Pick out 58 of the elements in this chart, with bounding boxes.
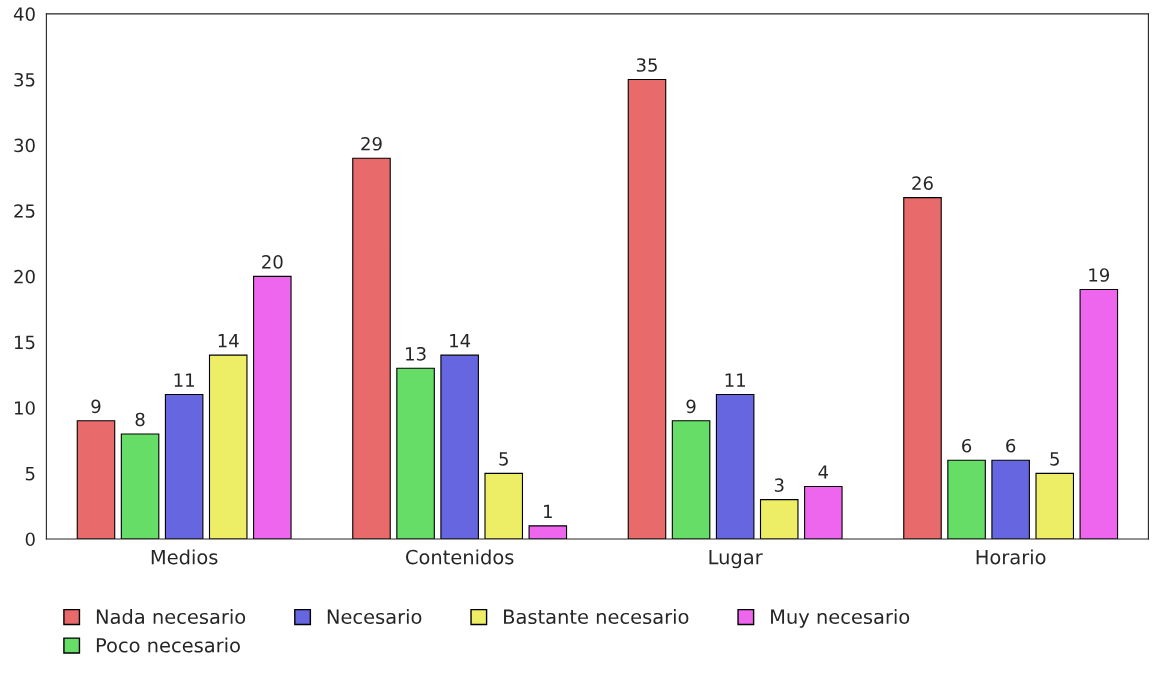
y-tick-label: 15: [14, 335, 35, 350]
y-tick-label: 40: [13, 7, 35, 21]
bar: [759, 499, 799, 539]
data-label: 6: [962, 438, 972, 453]
bar: [76, 420, 116, 539]
legend-label: Bastante necesario: [504, 609, 689, 625]
data-label: 5: [499, 452, 508, 466]
data-label: 19: [1089, 268, 1110, 282]
y-tick-label: 10: [14, 401, 35, 415]
data-label: 1: [544, 504, 552, 518]
data-label: 3: [774, 478, 784, 492]
legend-label: Nada necesario: [96, 609, 246, 625]
data-label: 6: [1006, 438, 1016, 453]
bar: [396, 367, 435, 539]
bar: [164, 394, 204, 539]
data-label: 9: [91, 399, 101, 414]
bar: [253, 275, 292, 539]
data-label: 35: [636, 58, 657, 72]
bar: [1079, 288, 1119, 539]
bar: [804, 485, 843, 539]
legend-label: Poco necesario: [96, 637, 240, 653]
y-tick-label: 35: [14, 72, 35, 87]
bar: [440, 354, 479, 539]
y-tick-label: 5: [25, 467, 35, 481]
data-label: 29: [361, 136, 382, 151]
bar: [528, 525, 568, 539]
y-tick-label: 20: [14, 269, 35, 284]
legend-label: Muy necesario: [771, 609, 910, 628]
bar: [903, 197, 942, 539]
x-tick-label: Medios: [151, 549, 218, 565]
bar: [208, 354, 248, 539]
y-tick-label: 30: [14, 138, 35, 153]
bar: [1035, 472, 1075, 539]
bar: [671, 420, 711, 539]
data-label: 5: [1050, 452, 1059, 466]
bar: [991, 459, 1030, 539]
bar: [352, 157, 391, 539]
y-tick-label: 0: [25, 532, 35, 547]
data-label: 14: [450, 334, 471, 348]
x-tick-label: Contenidos: [406, 549, 514, 565]
bar: [120, 433, 160, 539]
bar: [947, 459, 986, 539]
data-label: 8: [135, 412, 145, 427]
x-tick-label: Lugar: [709, 550, 763, 569]
y-tick-label: 25: [14, 204, 35, 218]
bar: [627, 78, 667, 539]
data-label: 14: [218, 334, 239, 348]
bar: [484, 472, 524, 539]
data-label: 9: [686, 399, 696, 414]
data-label: 26: [912, 176, 933, 190]
x-tick-label: Horario: [976, 549, 1046, 565]
data-label: 13: [406, 346, 426, 361]
data-label: 4: [818, 465, 829, 479]
data-label: 11: [174, 373, 194, 387]
data-label: 11: [725, 373, 745, 387]
legend-label: Necesario: [327, 609, 422, 625]
data-label: 20: [262, 255, 283, 269]
bar: [715, 394, 755, 539]
